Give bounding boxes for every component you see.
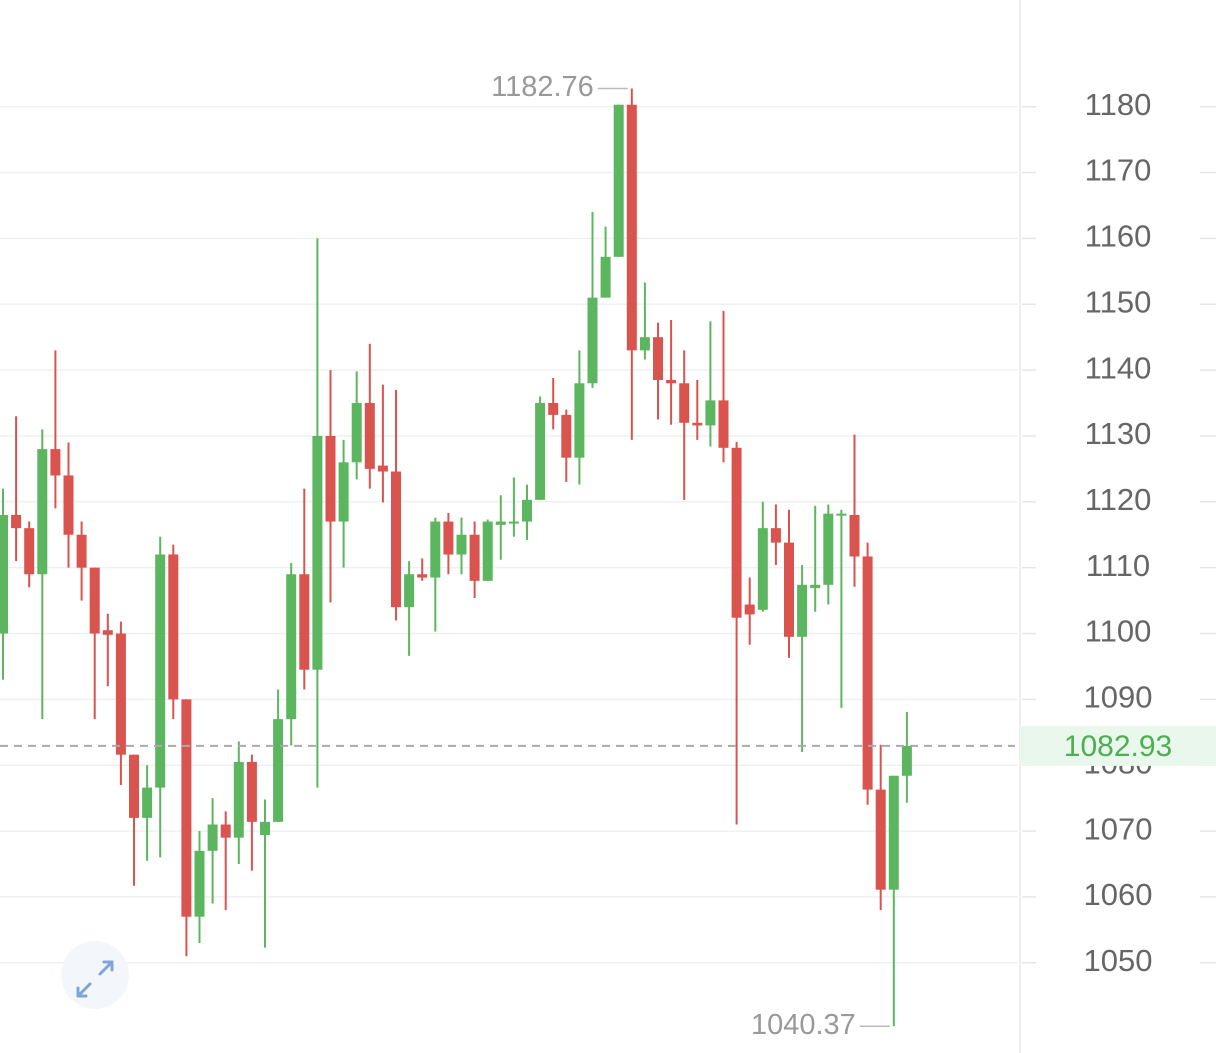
candle-body: [50, 449, 61, 476]
candle-body: [600, 256, 611, 298]
candle-body: [364, 403, 375, 469]
candle-body: [797, 584, 808, 637]
candle-body: [849, 514, 860, 557]
candle-body: [784, 542, 794, 637]
candle-body: [469, 534, 480, 581]
candle-body: [705, 400, 716, 426]
candle-body: [692, 422, 703, 426]
y-tick-label: 1150: [1085, 284, 1152, 319]
candle-body: [207, 824, 218, 851]
candle-body: [102, 630, 113, 635]
candle-body: [587, 297, 598, 384]
candle-body: [115, 633, 126, 755]
candle-body: [810, 584, 821, 589]
candle-body: [312, 435, 323, 670]
expand-icon[interactable]: [76, 960, 114, 998]
candle-body: [63, 475, 74, 535]
candle-body: [862, 556, 873, 790]
y-tick-label: 1140: [1085, 350, 1152, 385]
candle-body: [233, 761, 244, 838]
candle-body: [351, 403, 362, 463]
expand-button[interactable]: [61, 941, 129, 1009]
candle-body: [744, 604, 755, 615]
candle-body: [391, 471, 401, 608]
candle-body: [299, 574, 310, 670]
candle-body: [220, 824, 231, 838]
expand-bg[interactable]: [61, 941, 129, 1009]
candle-body: [679, 383, 690, 423]
candle-body: [731, 447, 742, 618]
candle-body: [155, 554, 166, 788]
candle-body: [430, 521, 441, 578]
candle-body: [417, 574, 428, 578]
candle-body: [718, 400, 729, 448]
candle-body: [613, 104, 624, 257]
y-tick-label: 1100: [1085, 614, 1152, 649]
y-tick-label: 1130: [1085, 416, 1152, 451]
candle-body: [823, 513, 834, 585]
candle-body: [639, 337, 650, 351]
candle-body: [574, 383, 585, 458]
candle-body: [443, 521, 454, 555]
candle-body: [875, 789, 886, 890]
candle-body: [561, 414, 572, 458]
candle-body: [456, 534, 467, 555]
last-price-label: 1082.93: [1064, 730, 1172, 763]
candle-body: [757, 528, 768, 610]
min-annotation: 1040.37: [751, 1009, 856, 1041]
y-tick-label: 1050: [1084, 943, 1153, 978]
candle-body: [181, 699, 192, 917]
candle-body: [522, 499, 532, 522]
candle-body: [260, 821, 270, 836]
candle-body: [626, 104, 637, 351]
last-price-bg: [1020, 725, 1216, 766]
y-tick-label: 1180: [1085, 87, 1152, 122]
candle-body: [508, 521, 519, 524]
candle-body: [653, 337, 663, 380]
candle-body: [129, 754, 139, 818]
candle-body: [836, 513, 847, 516]
y-tick-label: 1090: [1084, 680, 1153, 715]
candle-body: [76, 534, 87, 568]
candle-body: [246, 761, 257, 822]
y-tick-label: 1160: [1085, 219, 1152, 254]
candle-body: [404, 574, 415, 608]
candle-body: [325, 435, 336, 522]
y-tick-label: 1170: [1085, 153, 1152, 188]
candle-body: [666, 379, 677, 384]
candle-body: [194, 850, 205, 917]
candle-body: [901, 745, 912, 776]
candle-body: [377, 465, 388, 472]
candle-body: [24, 528, 35, 575]
y-tick-label: 1060: [1084, 877, 1153, 912]
candle-body: [286, 574, 297, 720]
candle-body: [37, 449, 48, 575]
candle-body: [142, 787, 153, 818]
candle-body: [770, 528, 781, 543]
y-tick-label: 1110: [1086, 548, 1150, 583]
max-annotation: 1182.76: [491, 71, 594, 103]
candle-body: [548, 403, 559, 415]
axis-panel: [1020, 0, 1216, 1053]
candle-body: [168, 554, 179, 700]
candle-body: [495, 521, 506, 525]
candle-body: [89, 567, 100, 634]
y-tick-label: 1070: [1084, 811, 1153, 846]
y-tick-label: 1120: [1085, 482, 1152, 517]
candle-body: [482, 521, 493, 581]
candle-body: [338, 462, 349, 522]
candle-body: [888, 775, 899, 890]
candle-body: [273, 719, 284, 822]
candle-body: [535, 403, 546, 500]
candle-body: [0, 514, 8, 634]
candle-body: [11, 514, 22, 529]
